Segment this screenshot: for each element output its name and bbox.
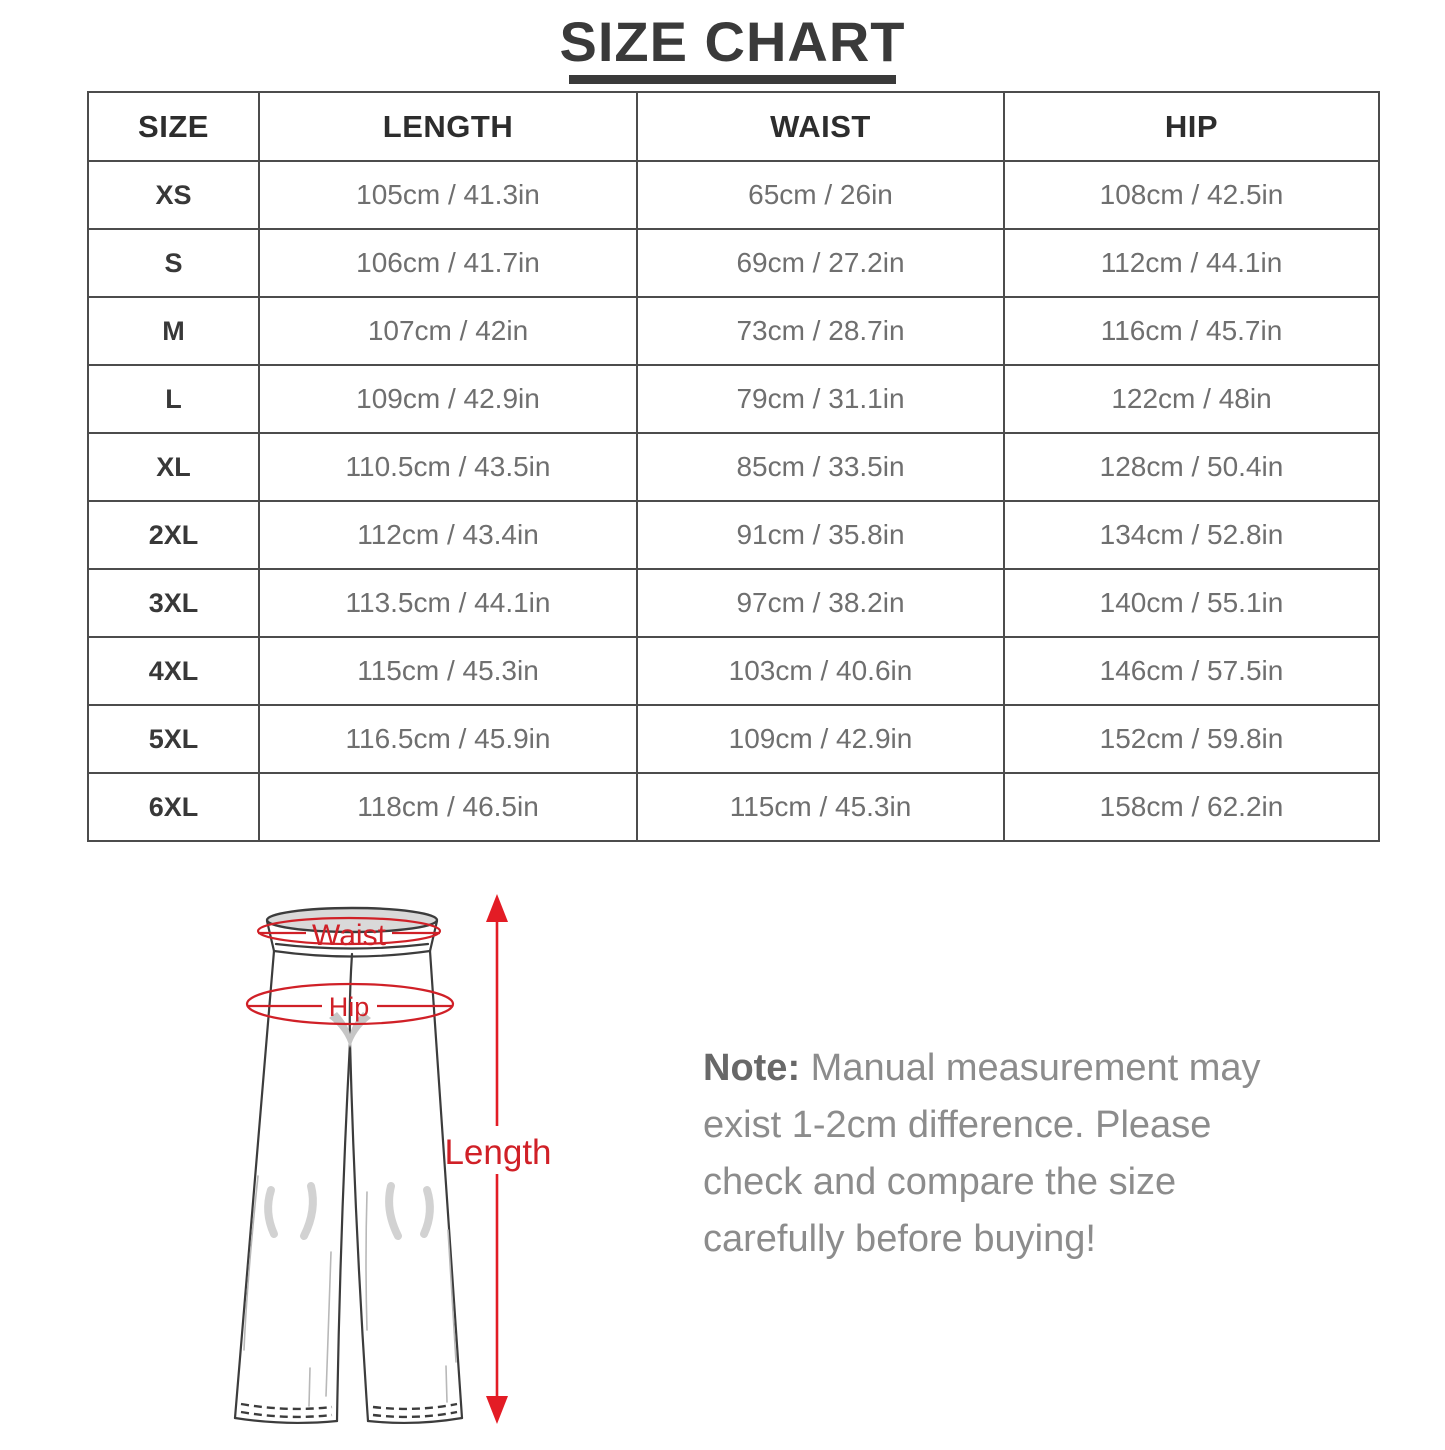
length-cell: 109cm / 42.9in xyxy=(258,364,638,434)
waist-label: Waist xyxy=(312,919,387,952)
size-cell: XS xyxy=(87,160,260,230)
waist-cell: 115cm / 45.3in xyxy=(636,772,1005,842)
hip-cell: 158cm / 62.2in xyxy=(1003,772,1380,842)
table-row: 2XL 112cm / 43.4in 91cm / 35.8in 134cm /… xyxy=(87,500,1380,570)
size-cell: 2XL xyxy=(87,500,260,570)
measurement-note: Note: Manual measurement may exist 1-2cm… xyxy=(703,1040,1303,1268)
table-row: 5XL 116.5cm / 45.9in 109cm / 42.9in 152c… xyxy=(87,704,1380,774)
arrow-down-icon xyxy=(486,1396,508,1424)
table-row: XS 105cm / 41.3in 65cm / 26in 108cm / 42… xyxy=(87,160,1380,230)
length-cell: 116.5cm / 45.9in xyxy=(258,704,638,774)
waist-cell: 69cm / 27.2in xyxy=(636,228,1005,298)
length-cell: 113.5cm / 44.1in xyxy=(258,568,638,638)
length-cell: 118cm / 46.5in xyxy=(258,772,638,842)
table-row: 3XL 113.5cm / 44.1in 97cm / 38.2in 140cm… xyxy=(87,568,1380,638)
pants-measurement-diagram: Waist Hip Length xyxy=(233,894,552,1425)
waist-cell: 85cm / 33.5in xyxy=(636,432,1005,502)
length-cell: 115cm / 45.3in xyxy=(258,636,638,706)
size-cell: L xyxy=(87,364,260,434)
size-cell: 4XL xyxy=(87,636,260,706)
note-label: Note: xyxy=(703,1047,801,1089)
length-cell: 107cm / 42in xyxy=(258,296,638,366)
header-hip: HIP xyxy=(1003,91,1380,162)
size-cell: 6XL xyxy=(87,772,260,842)
hip-cell: 140cm / 55.1in xyxy=(1003,568,1380,638)
size-chart-table: SIZE LENGTH WAIST HIP XS 105cm / 41.3in … xyxy=(87,91,1380,842)
note-text: Manual measurement may xyxy=(810,1047,1261,1089)
header-waist: WAIST xyxy=(636,91,1005,162)
hip-label: Hip xyxy=(329,992,370,1022)
header-size: SIZE xyxy=(87,91,260,162)
hip-cell: 152cm / 59.8in xyxy=(1003,704,1380,774)
hip-annotation: Hip xyxy=(245,982,455,1026)
length-cell: 106cm / 41.7in xyxy=(258,228,638,298)
size-cell: 3XL xyxy=(87,568,260,638)
hip-cell: 112cm / 44.1in xyxy=(1003,228,1380,298)
note-line: Note: Manual measurement may xyxy=(703,1040,1303,1097)
waist-cell: 91cm / 35.8in xyxy=(636,500,1005,570)
waist-cell: 109cm / 42.9in xyxy=(636,704,1005,774)
hip-cell: 146cm / 57.5in xyxy=(1003,636,1380,706)
waist-cell: 65cm / 26in xyxy=(636,160,1005,230)
title-underline xyxy=(569,75,896,84)
table-row: M 107cm / 42in 73cm / 28.7in 116cm / 45.… xyxy=(87,296,1380,366)
arrow-up-icon xyxy=(486,894,508,922)
table-row: XL 110.5cm / 43.5in 85cm / 33.5in 128cm … xyxy=(87,432,1380,502)
length-cell: 110.5cm / 43.5in xyxy=(258,432,638,502)
crotch-shading xyxy=(329,1012,371,1048)
hip-cell: 116cm / 45.7in xyxy=(1003,296,1380,366)
note-line: exist 1-2cm difference. Please xyxy=(703,1104,1212,1146)
title-block: SIZE CHART xyxy=(87,12,1378,84)
hip-cell: 122cm / 48in xyxy=(1003,364,1380,434)
page-title: SIZE CHART xyxy=(559,10,906,73)
pants-outline-drawing xyxy=(233,906,464,1425)
size-cell: M xyxy=(87,296,260,366)
table-row: 6XL 118cm / 46.5in 115cm / 45.3in 158cm … xyxy=(87,772,1380,842)
waist-cell: 103cm / 40.6in xyxy=(636,636,1005,706)
length-cell: 112cm / 43.4in xyxy=(258,500,638,570)
header-length: LENGTH xyxy=(258,91,638,162)
hip-cell: 108cm / 42.5in xyxy=(1003,160,1380,230)
length-label: Length xyxy=(444,1133,551,1172)
table-row: S 106cm / 41.7in 69cm / 27.2in 112cm / 4… xyxy=(87,228,1380,298)
size-cell: 5XL xyxy=(87,704,260,774)
waist-annotation: Waist xyxy=(256,916,442,952)
length-annotation: Length xyxy=(444,894,552,1424)
waist-cell: 97cm / 38.2in xyxy=(636,568,1005,638)
table-row: 4XL 115cm / 45.3in 103cm / 40.6in 146cm … xyxy=(87,636,1380,706)
hip-cell: 134cm / 52.8in xyxy=(1003,500,1380,570)
size-cell: S xyxy=(87,228,260,298)
table-header-row: SIZE LENGTH WAIST HIP xyxy=(87,91,1380,162)
note-line: check and compare the size xyxy=(703,1161,1177,1203)
length-cell: 105cm / 41.3in xyxy=(258,160,638,230)
note-line: carefully before buying! xyxy=(703,1218,1096,1260)
size-cell: XL xyxy=(87,432,260,502)
waist-cell: 73cm / 28.7in xyxy=(636,296,1005,366)
table-row: L 109cm / 42.9in 79cm / 31.1in 122cm / 4… xyxy=(87,364,1380,434)
waist-cell: 79cm / 31.1in xyxy=(636,364,1005,434)
hip-cell: 128cm / 50.4in xyxy=(1003,432,1380,502)
